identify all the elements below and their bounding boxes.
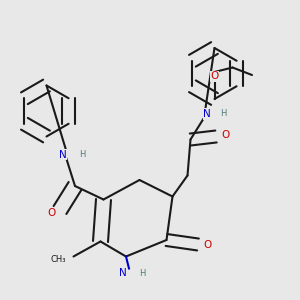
Text: O: O [203,239,211,250]
Text: O: O [221,130,229,140]
Text: O: O [210,71,219,82]
Text: N: N [203,109,211,119]
Text: N: N [59,149,67,160]
Text: H: H [79,150,86,159]
Text: H: H [139,268,146,278]
Text: O: O [47,208,55,218]
Text: N: N [119,268,127,278]
Text: CH₃: CH₃ [50,255,66,264]
Text: H: H [220,110,227,118]
